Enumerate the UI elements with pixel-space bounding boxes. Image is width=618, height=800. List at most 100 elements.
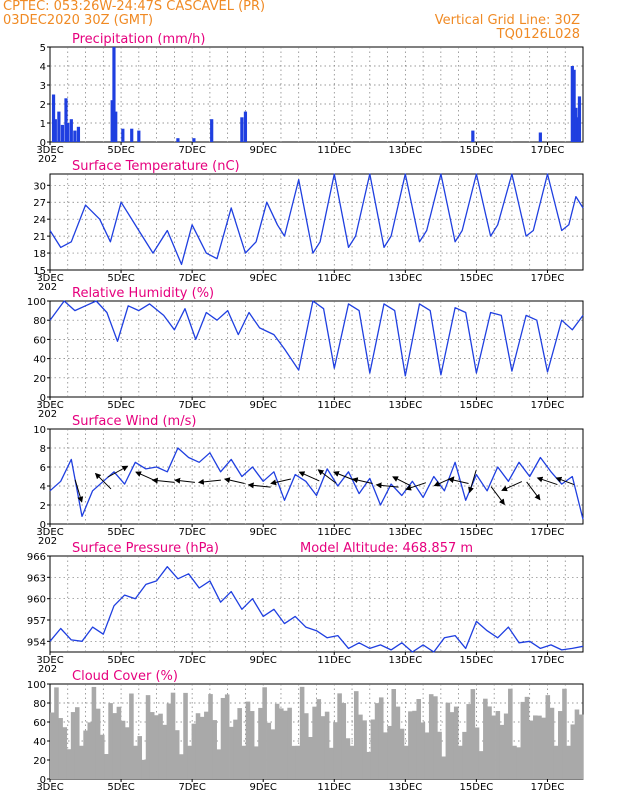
cloud-bar xyxy=(87,722,93,779)
cloud-bar xyxy=(233,719,238,779)
cloud-bar xyxy=(291,745,297,779)
x-tick-label: 17DEC xyxy=(531,400,565,411)
x-tick-label: 15DEC xyxy=(460,655,494,666)
cloud-bar xyxy=(266,722,272,779)
cloud-bar xyxy=(370,719,376,779)
x-tick-label: 3DEC xyxy=(36,145,63,156)
y-tick-label: 80 xyxy=(33,316,46,327)
x-tick-label: 13DEC xyxy=(388,655,422,666)
cloud-bar xyxy=(445,702,451,779)
precip-bar xyxy=(538,132,542,142)
cloud-bar xyxy=(279,708,284,779)
x-tick-label: 11DEC xyxy=(317,273,351,284)
cloud-bar xyxy=(274,703,280,779)
precip-bar xyxy=(114,111,118,142)
panel-title: Precipitation (mm/h) xyxy=(72,32,205,47)
x-tick-label: 11DEC xyxy=(317,782,351,793)
precip-bar xyxy=(60,124,65,142)
x-tick-label: 5DEC xyxy=(107,273,134,284)
y-tick-label: 1 xyxy=(40,119,46,130)
cloud-bar xyxy=(562,688,567,779)
cloud-bar xyxy=(553,745,559,779)
x-tick-label: 13DEC xyxy=(388,782,422,793)
cloud-bar xyxy=(133,745,138,779)
precip-bar xyxy=(574,107,578,142)
panel-cloud: 0 20 40 60 80 100 3DEC 5DEC 7DEC 9DEC 11DEC 13DEC 15… xyxy=(27,669,584,793)
x-tick-label: 7DEC xyxy=(178,782,205,793)
panel-pres: 954 957 960 963 966 3DEC 5DEC 7DEC 9DEC 11DEC 13DE… xyxy=(27,541,584,675)
y-tick-label: 963 xyxy=(27,573,46,584)
precip-bar xyxy=(51,94,56,142)
x-tick-label: 13DEC xyxy=(388,273,422,284)
y-tick-label: 960 xyxy=(27,595,46,606)
cloud-bar xyxy=(449,712,455,779)
precip-bar xyxy=(240,117,244,142)
panel-precip: 0 1 2 3 4 5 3DEC 5DEC 7DEC 9DEC 11DEC 13DEC 15DEC 17D… xyxy=(36,32,584,165)
cloud-bar xyxy=(220,697,226,779)
x-tick-label: 13DEC xyxy=(388,400,422,411)
cloud-bar xyxy=(453,706,459,779)
cloud-bar xyxy=(158,713,163,779)
wind-vector-arrow xyxy=(526,481,541,501)
x-tick-label: 13DEC xyxy=(388,145,422,156)
rh-series-line xyxy=(49,300,584,377)
x-tick-label: 13DEC xyxy=(388,527,422,538)
cloud-bar xyxy=(345,738,351,779)
model-code: TQ0126L028 xyxy=(496,27,580,42)
cloud-bar xyxy=(528,720,534,779)
x-tick-label: 9DEC xyxy=(250,145,277,156)
precip-bar xyxy=(53,119,57,142)
cloud-bar xyxy=(333,722,338,779)
x-tick-label: 17DEC xyxy=(531,273,565,284)
x-tick-label: 17DEC xyxy=(531,655,565,666)
wind-vector-arrow xyxy=(317,469,337,484)
cloud-bar xyxy=(208,694,213,779)
panel-title: Relative Humidity (%) xyxy=(72,286,214,301)
cloud-bar xyxy=(545,695,551,779)
panel-title: Surface Pressure (hPa) xyxy=(72,541,219,556)
x-tick-label: 7DEC xyxy=(178,273,205,284)
cloud-bar xyxy=(308,736,313,779)
cloud-bar xyxy=(83,730,88,779)
cloud-bar xyxy=(408,711,413,779)
cloud-bar xyxy=(578,714,584,779)
cloud-bar xyxy=(108,703,113,779)
x-tick-label: 7DEC xyxy=(178,145,205,156)
cloud-bar xyxy=(462,731,467,779)
temp-series-line xyxy=(49,173,584,266)
cloud-bar xyxy=(512,745,517,779)
cloud-bar xyxy=(478,751,484,779)
cloud-bar xyxy=(224,694,230,779)
cloud-bar xyxy=(524,696,530,779)
cloud-bar xyxy=(470,689,476,779)
y-tick-label: 27 xyxy=(33,198,46,209)
x-tick-label: 15DEC xyxy=(460,145,494,156)
x-tick-label: 11DEC xyxy=(317,655,351,666)
cloud-bar xyxy=(337,693,342,779)
cloud-bar xyxy=(362,720,367,779)
wind-vector-arrow xyxy=(107,465,129,478)
x-tick-label: 5DEC xyxy=(107,145,134,156)
cloud-bar xyxy=(116,706,122,779)
panel-title: Cloud Cover (%) xyxy=(72,669,178,684)
cloud-bar xyxy=(262,687,267,779)
x-tick-label: 11DEC xyxy=(317,145,351,156)
cloud-bar xyxy=(179,754,184,779)
x-tick-label: 5DEC xyxy=(107,655,134,666)
y-tick-label: 100 xyxy=(27,297,46,308)
y-tick-label: 80 xyxy=(33,699,46,710)
cloud-bar xyxy=(54,687,59,779)
precip-bar xyxy=(112,47,116,142)
wind-vector-arrow xyxy=(151,477,175,484)
precip-bar xyxy=(570,66,574,142)
cloud-bar xyxy=(474,727,480,779)
cloud-bar xyxy=(466,704,471,779)
y-tick-label: 954 xyxy=(27,637,46,648)
cloud-bar xyxy=(66,749,72,779)
wind-vector-arrow xyxy=(351,477,373,484)
wind-vector-arrow xyxy=(405,482,427,491)
panel-wind: 0 2 4 6 8 10 3DEC 5DEC 7DEC 9DEC 11DEC 13DEC 15DEC 17… xyxy=(33,414,584,547)
cloud-bar xyxy=(187,745,192,779)
x-tick-label: 11DEC xyxy=(317,527,351,538)
